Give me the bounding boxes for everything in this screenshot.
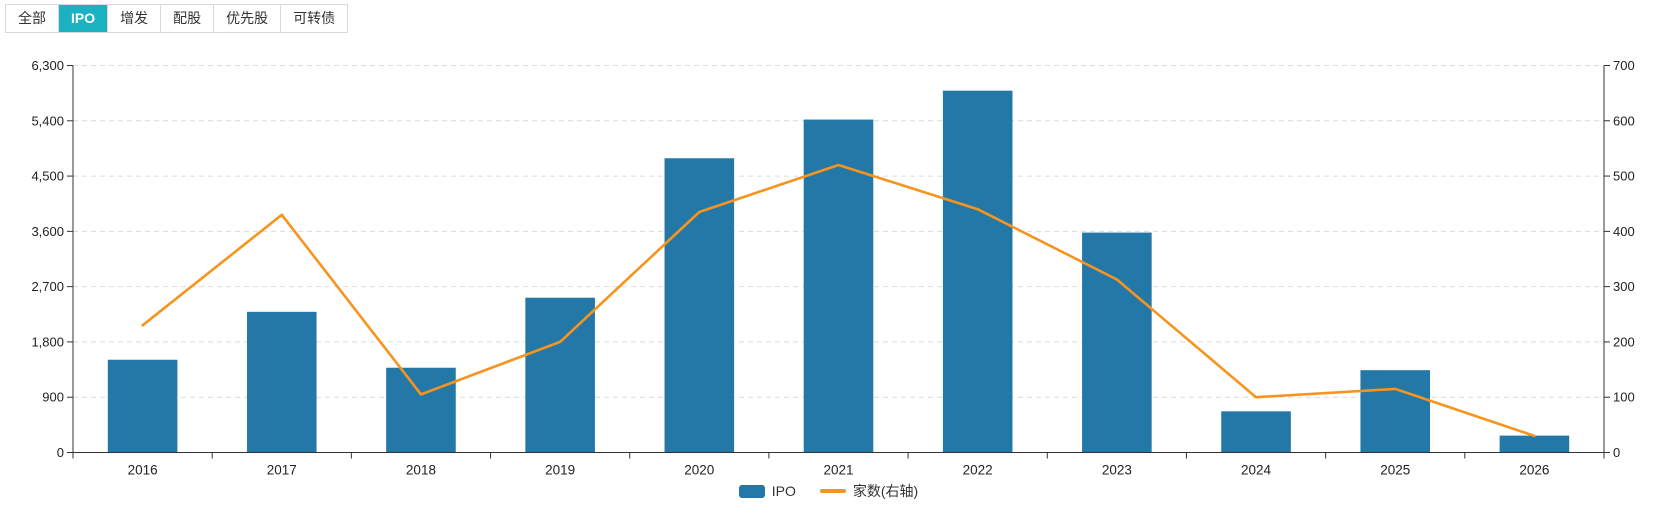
left-tick-label: 6,300 xyxy=(31,58,64,73)
x-category-label: 2020 xyxy=(684,463,714,478)
right-tick-label: 600 xyxy=(1613,113,1635,128)
x-category-label: 2024 xyxy=(1241,463,1272,478)
bar-2024[interactable] xyxy=(1221,411,1291,453)
bar-swatch-icon xyxy=(738,484,765,498)
x-category-label: 2017 xyxy=(267,463,297,478)
x-category-label: 2025 xyxy=(1380,463,1410,478)
line-series[interactable] xyxy=(141,163,1536,438)
tab-additional-issue[interactable]: 增发 xyxy=(108,5,162,32)
bar-2026[interactable] xyxy=(1499,435,1570,453)
right-tick-label: 400 xyxy=(1613,224,1635,239)
bar-2017[interactable] xyxy=(246,311,317,453)
x-category-label: 2022 xyxy=(963,463,993,478)
bar-2023[interactable] xyxy=(1082,232,1152,453)
bar-2016[interactable] xyxy=(107,359,178,453)
x-category-label: 2023 xyxy=(1102,463,1132,478)
left-tick-label: 900 xyxy=(42,390,64,405)
x-category-label: 2026 xyxy=(1519,463,1549,478)
left-tick-label: 2,700 xyxy=(31,279,64,294)
left-tick-label: 5,400 xyxy=(31,113,64,128)
bar-2019[interactable] xyxy=(525,297,595,453)
chart-legend: IPO 家数(右轴) xyxy=(0,481,1657,501)
left-tick-label: 0 xyxy=(57,445,64,460)
x-category-label: 2016 xyxy=(128,463,158,478)
bar-2021[interactable] xyxy=(803,119,874,453)
legend-item-ipo[interactable]: IPO xyxy=(738,483,796,499)
x-category-label: 2019 xyxy=(545,463,575,478)
line-swatch-icon xyxy=(819,489,846,493)
legend-label-ipo: IPO xyxy=(771,483,796,499)
bar-2018[interactable] xyxy=(386,367,456,453)
right-tick-label: 500 xyxy=(1613,169,1635,184)
x-category-label: 2018 xyxy=(406,463,436,478)
ipo-dual-axis-chart: 0 900 1,800 2,700 3,600 4,500 5,400 6,300 0 100 20… xyxy=(31,58,1635,478)
right-tick-label: 300 xyxy=(1613,279,1635,294)
bar-2025[interactable] xyxy=(1360,370,1431,453)
left-tick-label: 4,500 xyxy=(31,169,64,184)
tab-convertible-bond[interactable]: 可转债 xyxy=(293,10,336,26)
legend-label-line: 家数(右轴) xyxy=(852,483,919,499)
tab-rights-issue[interactable]: 配股 xyxy=(161,5,215,32)
right-tick-label: 700 xyxy=(1613,58,1635,73)
left-tick-label: 1,800 xyxy=(31,334,64,349)
bar-2020[interactable] xyxy=(664,158,735,453)
right-tick-label: 200 xyxy=(1613,334,1635,349)
tab-all[interactable]: 全部 xyxy=(6,5,59,32)
x-category-label: 2021 xyxy=(823,463,853,478)
legend-item-line[interactable]: 家数(右轴) xyxy=(819,481,919,501)
tab-preferred-stock[interactable]: 优先股 xyxy=(214,5,282,32)
bar-2022[interactable] xyxy=(942,90,1013,453)
right-tick-label: 0 xyxy=(1613,445,1620,460)
security-type-tabbar: 全部 IPO 增发 配股 优先股 可转债 xyxy=(5,4,349,33)
right-tick-label: 100 xyxy=(1613,390,1635,405)
tab-ipo[interactable]: IPO xyxy=(59,5,109,32)
left-tick-label: 3,600 xyxy=(31,224,64,239)
